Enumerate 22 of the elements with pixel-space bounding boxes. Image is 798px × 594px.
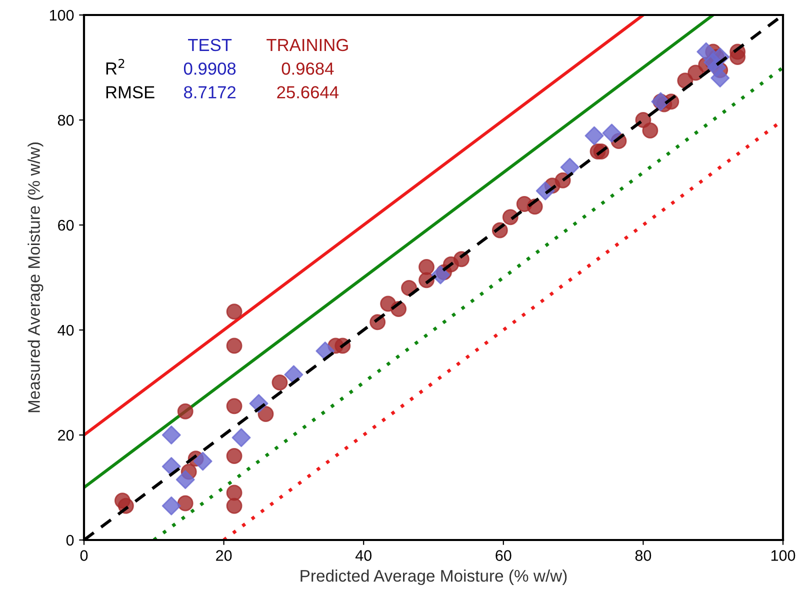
annotation: 0.9684 <box>282 62 334 75</box>
y-tick-label: 100 <box>50 10 74 21</box>
x-axis-title: Predicted Average Moisture (% w/w) <box>300 570 567 586</box>
annotation: 8.7172 <box>184 86 236 98</box>
x-tick-label: 60 <box>496 550 512 561</box>
x-tick-label: 100 <box>771 550 796 561</box>
y-axis-title: Measured Average Moisture (% w/w) <box>28 142 44 412</box>
x-tick-label: 0 <box>80 550 88 561</box>
annotation: 25.6644 <box>277 86 339 98</box>
y-tick-label: 20 <box>58 430 74 441</box>
y-tick-label: 60 <box>58 220 74 231</box>
annotation: R$^{2}$ <box>106 58 124 74</box>
annotation: TRAINING <box>266 38 348 52</box>
x-tick-label: 20 <box>216 550 232 561</box>
x-tick-label: 80 <box>635 550 652 561</box>
annotation: RMSE <box>106 86 154 98</box>
annotation: 0.9908 <box>184 62 236 75</box>
y-tick-label: 0 <box>66 534 74 546</box>
y-tick-label: 80 <box>58 114 74 126</box>
x-tick-label: 40 <box>355 550 372 561</box>
annotation: TEST <box>188 38 232 52</box>
y-tick-label: 40 <box>58 324 74 336</box>
